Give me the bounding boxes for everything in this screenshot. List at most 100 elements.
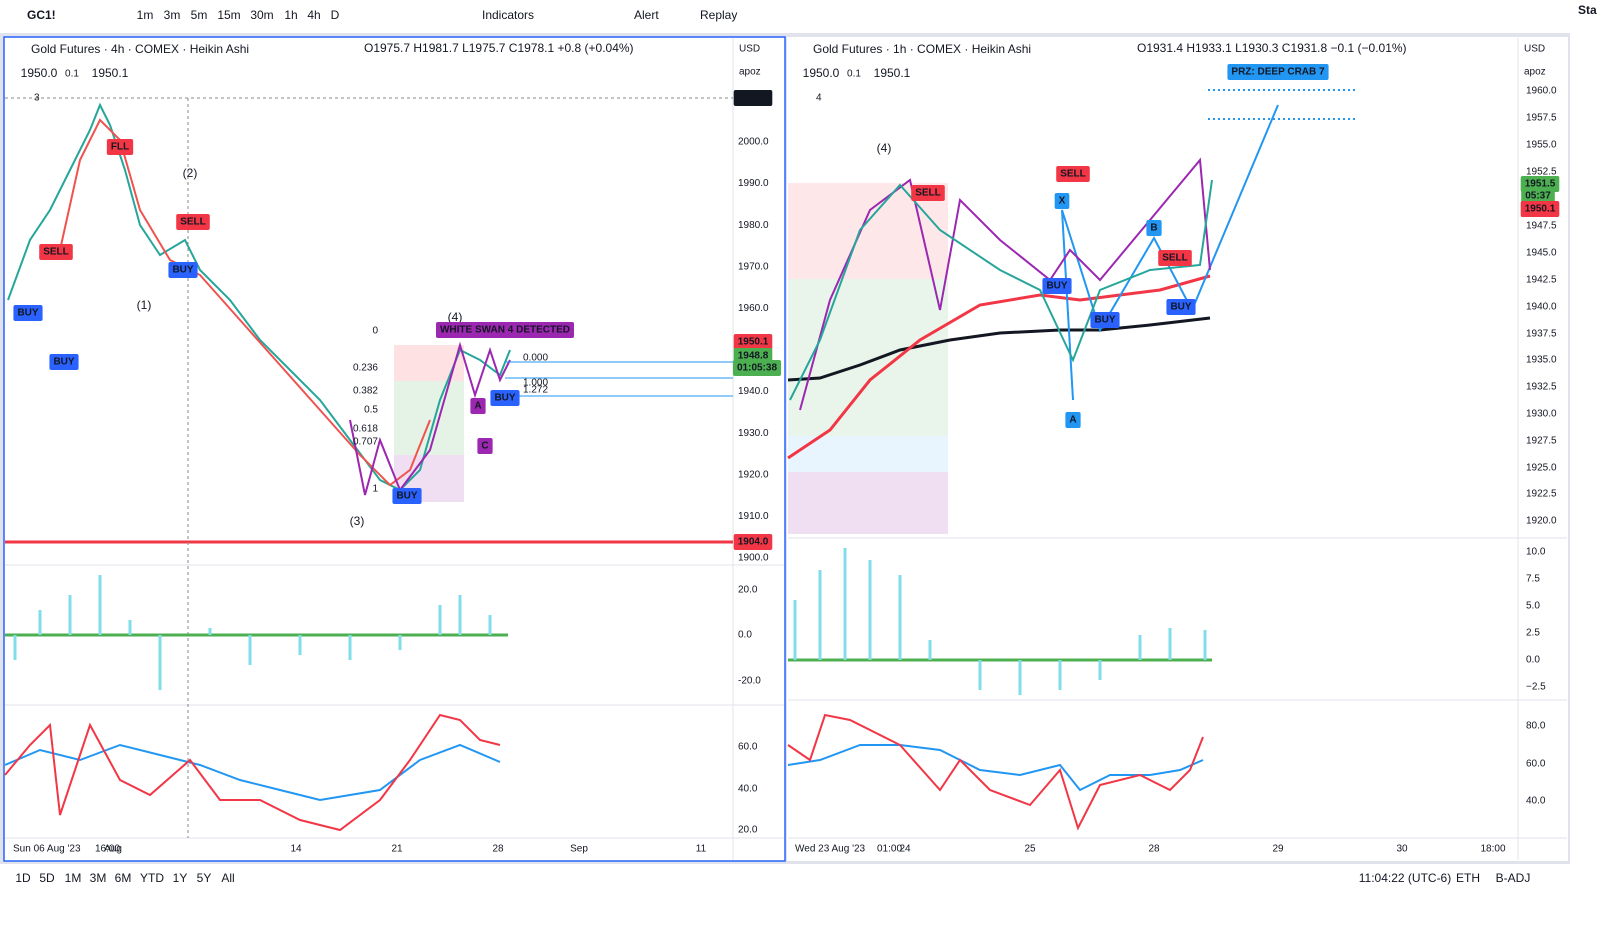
- sell-price: 1950.0: [798, 66, 844, 82]
- price-tag-text: 1950.1: [1525, 204, 1556, 215]
- price-tag-bg: [733, 534, 773, 550]
- axis-label: 1922.5: [1526, 489, 1557, 500]
- signal-label-text: C: [481, 441, 488, 452]
- crosshair-time: Wed 23 Aug '23: [795, 844, 866, 855]
- signal-label: BUY: [1090, 312, 1120, 328]
- price-lines-right: [787, 89, 1358, 831]
- time-label: Sep: [570, 844, 588, 855]
- currency[interactable]: USD: [739, 44, 760, 55]
- fib-zone: [394, 345, 464, 381]
- axis-label: 1925.0: [1526, 463, 1557, 474]
- signal-label-bg: [1054, 193, 1070, 209]
- signal-label-bg: [1056, 166, 1090, 182]
- interval[interactable]: 4h: [307, 8, 320, 22]
- left-panel[interactable]: [3, 36, 786, 862]
- signal-label-text: BUY: [396, 491, 417, 502]
- axis-label: 2000.0: [738, 137, 769, 148]
- axis-label: 1920.0: [738, 469, 769, 480]
- time-label: 21: [391, 844, 403, 855]
- signal-label-text: SELL: [915, 188, 941, 199]
- axis-label: 1947.5: [1526, 221, 1557, 232]
- range-button[interactable]: 5D: [39, 871, 55, 885]
- sell-price-text: 1950.0: [21, 66, 58, 80]
- signal-label-text: PRZ: DEEP CRAB 7: [1231, 67, 1325, 78]
- signal-label-bg: [435, 322, 575, 338]
- fib-level: 0.618: [353, 424, 378, 435]
- signal-label-text: SELL: [43, 247, 69, 258]
- axis-label: 0.0: [1526, 655, 1540, 666]
- buy-price-bg: [87, 66, 133, 82]
- axis-label: 40.0: [738, 784, 758, 795]
- top-toolbar: [0, 0, 1617, 33]
- axis-label: 2.5: [1526, 628, 1540, 639]
- axis-label: 1900.0: [738, 553, 769, 564]
- time-label: 18:00: [1480, 844, 1505, 855]
- interval[interactable]: 1m: [137, 8, 154, 22]
- signal-label-bg: [1166, 299, 1196, 315]
- wave-label: (2): [183, 166, 198, 180]
- axis-label: 10.0: [1526, 547, 1546, 558]
- signal-label-bg: [1090, 312, 1120, 328]
- range-button[interactable]: YTD: [140, 871, 164, 885]
- replay-button[interactable]: Replay: [700, 8, 737, 22]
- currency[interactable]: USD: [1524, 44, 1545, 55]
- interval[interactable]: 5m: [191, 8, 208, 22]
- signal-label: SELL: [39, 244, 73, 260]
- axis-label: 1970.0: [738, 261, 769, 272]
- signal-label-bg: [477, 438, 493, 454]
- time-label: 24: [899, 844, 911, 855]
- interval[interactable]: 30m: [250, 8, 273, 22]
- scale[interactable]: apoz: [1524, 67, 1546, 78]
- range-button[interactable]: 3M: [90, 871, 107, 885]
- range-button[interactable]: All: [221, 871, 234, 885]
- buy-price-text: 1950.1: [92, 66, 129, 80]
- chart-title: Gold Futures · 1h · COMEX · Heikin Ashi: [813, 42, 1031, 56]
- indicators-button[interactable]: Indicators: [482, 8, 534, 22]
- axis-label: 40.0: [1526, 796, 1546, 807]
- interval[interactable]: 1h: [284, 8, 297, 22]
- chart-title: Gold Futures · 4h · COMEX · Heikin Ashi: [31, 42, 249, 56]
- signal-label: FLL: [106, 139, 134, 155]
- signal-label: X: [1054, 193, 1070, 209]
- signal-label: WHITE SWAN 4 DETECTED: [435, 322, 575, 338]
- axis-label: 1960.0: [1526, 86, 1557, 97]
- range-button[interactable]: 5Y: [197, 871, 212, 885]
- crosshair-time: Sun 06 Aug '23: [13, 844, 81, 855]
- signal-label-text: BUY: [1046, 281, 1067, 292]
- price-tag-text: 05:37: [1525, 191, 1551, 202]
- axis-label: 20.0: [738, 825, 758, 836]
- scale[interactable]: apoz: [739, 67, 761, 78]
- session[interactable]: ETH: [1456, 871, 1480, 885]
- time-label: 30: [1396, 844, 1408, 855]
- adjustment[interactable]: B-ADJ: [1496, 871, 1531, 885]
- price-tag: 1904.0: [733, 534, 773, 550]
- price-tag: 1950.1: [1520, 201, 1560, 217]
- alert-button[interactable]: Alert: [634, 8, 659, 22]
- signal-label: BUY: [1042, 278, 1072, 294]
- range-button[interactable]: 1M: [65, 871, 82, 885]
- interval[interactable]: D: [331, 8, 340, 22]
- time-label: Aug: [104, 844, 122, 855]
- range-button[interactable]: 1Y: [173, 871, 188, 885]
- price-tag-text: 1950.1: [738, 337, 769, 348]
- buy-price-text: 1950.1: [874, 66, 911, 80]
- symbol[interactable]: GC1!: [27, 8, 56, 22]
- signal-label-text: BUY: [17, 308, 38, 319]
- interval[interactable]: 15m: [217, 8, 240, 22]
- range-button[interactable]: 1D: [15, 871, 31, 885]
- signal-label-bg: [168, 262, 198, 278]
- range-button[interactable]: 6M: [115, 871, 132, 885]
- crosshair-clock: 01:00: [877, 844, 902, 855]
- signal-label-bg: [1146, 220, 1162, 236]
- interval[interactable]: 3m: [164, 8, 181, 22]
- right-panel[interactable]: [787, 37, 1568, 861]
- signal-label: BUY: [168, 262, 198, 278]
- signal-label-bg: [470, 398, 486, 414]
- signal-label-text: A: [474, 401, 481, 412]
- fib-level: 0.5: [364, 405, 378, 416]
- fib-level: 1: [372, 484, 378, 495]
- signal-label-text: FLL: [111, 142, 129, 153]
- signal-label-bg: [49, 354, 79, 370]
- signal-label-bg: [392, 488, 422, 504]
- signal-label-text: B: [1150, 223, 1157, 234]
